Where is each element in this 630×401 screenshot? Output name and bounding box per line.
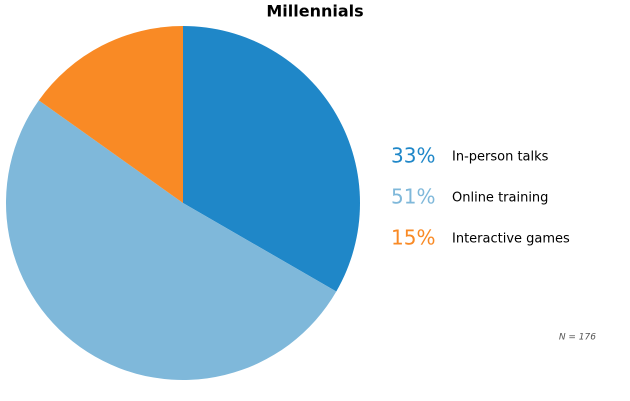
pie-slice xyxy=(6,100,337,380)
legend-label: In-person talks xyxy=(452,150,549,165)
chart-title: Millennials xyxy=(266,2,363,21)
legend-value: 51% xyxy=(391,185,435,209)
pie-slice xyxy=(38,26,184,203)
pie-slice xyxy=(183,26,360,292)
legend-label: Online training xyxy=(452,191,548,206)
legend-value: 15% xyxy=(391,226,435,250)
legend-value: 33% xyxy=(391,144,435,168)
legend-label: Interactive games xyxy=(452,232,570,247)
note: N = 176 xyxy=(559,333,596,343)
